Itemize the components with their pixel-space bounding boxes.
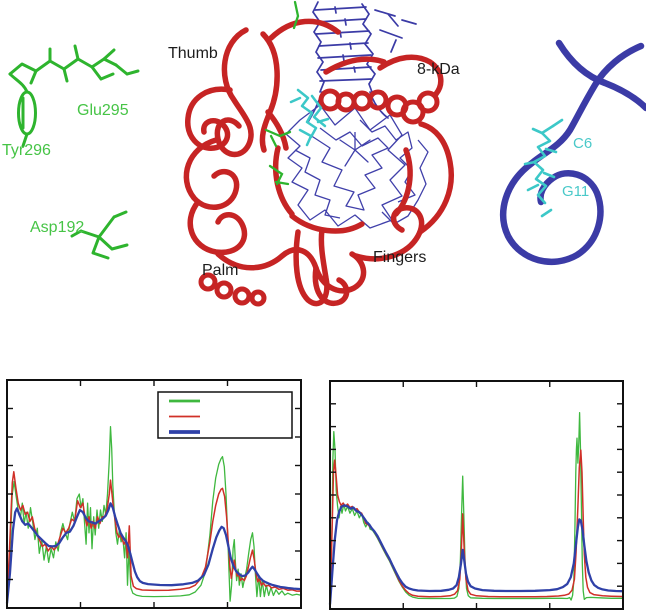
helix-coils (198, 88, 440, 307)
docked-residue-sticks (264, 0, 300, 186)
hairpin-panel: C6 G11 (499, 39, 646, 266)
series-blue (5, 502, 302, 604)
fingers-label: Fingers (373, 249, 426, 266)
hairpin-backbone (499, 39, 646, 266)
glu295-label: Glu295 (77, 102, 129, 119)
residue-sticks (8, 44, 140, 260)
palm-label: Palm (202, 262, 238, 279)
series-red (329, 449, 624, 605)
left-line-chart (5, 379, 302, 609)
polymerase-ribbon (183, 18, 454, 307)
c6-label: C6 (573, 135, 592, 152)
tyr296-label: Tyr296 (2, 142, 51, 159)
polymerase-panel: Thumb 8-kDa Palm Fingers (168, 0, 460, 307)
series-blue (328, 504, 624, 605)
right-line-chart (328, 380, 624, 610)
series-red (6, 470, 301, 604)
hairpin-bases-sticks (523, 118, 564, 218)
series-green (329, 412, 623, 605)
8kda-label: 8-kDa (417, 61, 460, 78)
asp192-label: Asp192 (30, 219, 84, 236)
residues-panel: Glu295 Tyr296 Asp192 (2, 44, 140, 260)
g11-label: G11 (562, 183, 589, 200)
highlighted-bases-sticks (289, 88, 330, 147)
thumb-label: Thumb (168, 45, 218, 62)
